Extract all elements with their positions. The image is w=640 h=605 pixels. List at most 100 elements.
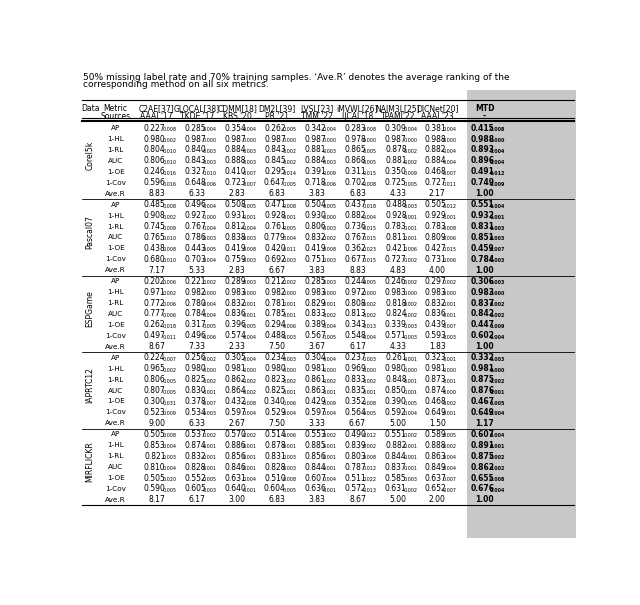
Text: 0.655: 0.655	[471, 474, 495, 483]
Text: 0.784: 0.784	[470, 255, 495, 264]
Text: 0.885: 0.885	[305, 440, 326, 450]
Text: AP: AP	[111, 431, 120, 437]
Text: 0.888: 0.888	[424, 440, 446, 450]
Text: 0.878: 0.878	[264, 440, 285, 450]
Text: 1.17: 1.17	[475, 419, 494, 428]
Text: 0.836: 0.836	[424, 310, 446, 318]
Text: 0.002: 0.002	[203, 379, 217, 384]
Text: 0.873: 0.873	[424, 375, 446, 384]
Text: 0.875: 0.875	[470, 452, 495, 460]
Text: 0.005: 0.005	[323, 204, 337, 209]
Text: 0.002: 0.002	[363, 379, 377, 384]
Text: 0.000: 0.000	[490, 291, 506, 296]
Text: 0.001: 0.001	[243, 466, 257, 471]
Text: 0.590: 0.590	[144, 485, 166, 494]
Text: 0.003: 0.003	[203, 411, 217, 416]
Text: 0.002: 0.002	[323, 237, 337, 241]
Text: 0.972: 0.972	[344, 287, 366, 296]
Text: 0.000: 0.000	[363, 291, 377, 296]
Text: 0.631: 0.631	[385, 485, 406, 494]
Text: AUC: AUC	[108, 311, 124, 317]
Text: 0.874: 0.874	[184, 440, 206, 450]
Text: 0.607: 0.607	[470, 430, 495, 439]
Text: 1-HL: 1-HL	[108, 365, 124, 371]
Text: 0.004: 0.004	[323, 324, 337, 329]
Text: 0.765: 0.765	[144, 233, 166, 242]
Text: 0.510: 0.510	[264, 474, 286, 483]
Text: 0.980: 0.980	[385, 364, 406, 373]
Text: 0.010: 0.010	[163, 160, 177, 165]
Text: 0.825: 0.825	[264, 386, 285, 395]
Text: 0.004: 0.004	[443, 149, 457, 154]
Text: 1-RL: 1-RL	[108, 223, 124, 229]
Text: 0.840: 0.840	[184, 145, 206, 154]
Text: 0.003: 0.003	[282, 258, 296, 263]
Text: 0.508: 0.508	[225, 200, 246, 209]
Text: 0.005: 0.005	[443, 433, 457, 438]
Text: 0.585: 0.585	[385, 474, 406, 483]
Text: 0.592: 0.592	[385, 408, 406, 417]
Text: 0.031: 0.031	[163, 401, 177, 405]
Text: 0.003: 0.003	[203, 149, 217, 154]
Text: 0.002: 0.002	[403, 313, 417, 318]
Text: 0.780: 0.780	[184, 298, 206, 307]
Text: 0.004: 0.004	[323, 477, 337, 482]
Text: 0.783: 0.783	[424, 222, 446, 231]
Text: 0.003: 0.003	[203, 160, 217, 165]
Text: 0.002: 0.002	[490, 313, 506, 318]
Text: 0.647: 0.647	[264, 178, 286, 188]
Text: 0.842: 0.842	[470, 310, 495, 318]
Text: 0.927: 0.927	[184, 211, 206, 220]
Text: 0.004: 0.004	[490, 160, 506, 165]
Text: 0.289: 0.289	[225, 276, 246, 286]
Text: 8.67: 8.67	[349, 495, 366, 505]
Text: 0.000: 0.000	[363, 138, 377, 143]
Text: 0.983: 0.983	[470, 287, 495, 296]
Text: AP: AP	[111, 355, 120, 361]
Text: 0.429: 0.429	[305, 397, 326, 406]
Text: 0.863: 0.863	[424, 452, 446, 460]
Text: 0.005: 0.005	[203, 477, 217, 482]
Text: 0.987: 0.987	[184, 134, 206, 143]
Text: 0.012: 0.012	[363, 466, 377, 471]
Text: 1-Cov: 1-Cov	[105, 257, 126, 263]
Text: 0.323: 0.323	[424, 353, 446, 362]
Text: 0.001: 0.001	[443, 215, 457, 220]
Text: 0.692: 0.692	[264, 255, 286, 264]
Text: 0.362: 0.362	[344, 244, 366, 253]
Text: 0.007: 0.007	[243, 182, 257, 187]
Text: 0.649: 0.649	[470, 408, 495, 417]
Text: 0.514: 0.514	[264, 430, 286, 439]
Text: 0.006: 0.006	[282, 433, 296, 438]
Text: 0.012: 0.012	[490, 171, 506, 176]
Text: 0.005: 0.005	[203, 247, 217, 252]
Text: 0.001: 0.001	[203, 444, 217, 450]
Text: 0.001: 0.001	[243, 444, 257, 450]
Text: Ave.R: Ave.R	[106, 420, 126, 427]
Text: 0.571: 0.571	[385, 332, 406, 341]
Text: 0.000: 0.000	[203, 291, 217, 296]
Text: 4.33: 4.33	[389, 189, 406, 198]
Text: 0.848: 0.848	[385, 375, 406, 384]
Text: 0.009: 0.009	[323, 401, 337, 405]
Text: 0.828: 0.828	[184, 463, 206, 471]
Text: 0.467: 0.467	[470, 397, 495, 406]
Text: 0.002: 0.002	[490, 302, 506, 307]
Text: 1-OE: 1-OE	[107, 475, 125, 481]
Text: 0.868: 0.868	[345, 157, 366, 165]
Text: 0.000: 0.000	[323, 215, 337, 220]
Text: 0.004: 0.004	[243, 226, 257, 231]
Text: 0.001: 0.001	[243, 215, 257, 220]
Text: 0.007: 0.007	[443, 488, 457, 493]
Text: 50% missing label rate and 70% training samples. ‘Ave.R’ denotes the average ran: 50% missing label rate and 70% training …	[83, 73, 509, 82]
Text: 0.004: 0.004	[243, 335, 257, 340]
Text: 0.246: 0.246	[385, 276, 406, 286]
Text: 0.497: 0.497	[144, 332, 166, 341]
Text: 0.002: 0.002	[282, 280, 296, 285]
Text: 0.806: 0.806	[305, 222, 326, 231]
Text: 1-OE: 1-OE	[107, 169, 125, 175]
Text: 0.649: 0.649	[424, 408, 446, 417]
Text: 0.002: 0.002	[363, 444, 377, 450]
Text: AP: AP	[111, 201, 120, 208]
Text: 0.002: 0.002	[403, 433, 417, 438]
